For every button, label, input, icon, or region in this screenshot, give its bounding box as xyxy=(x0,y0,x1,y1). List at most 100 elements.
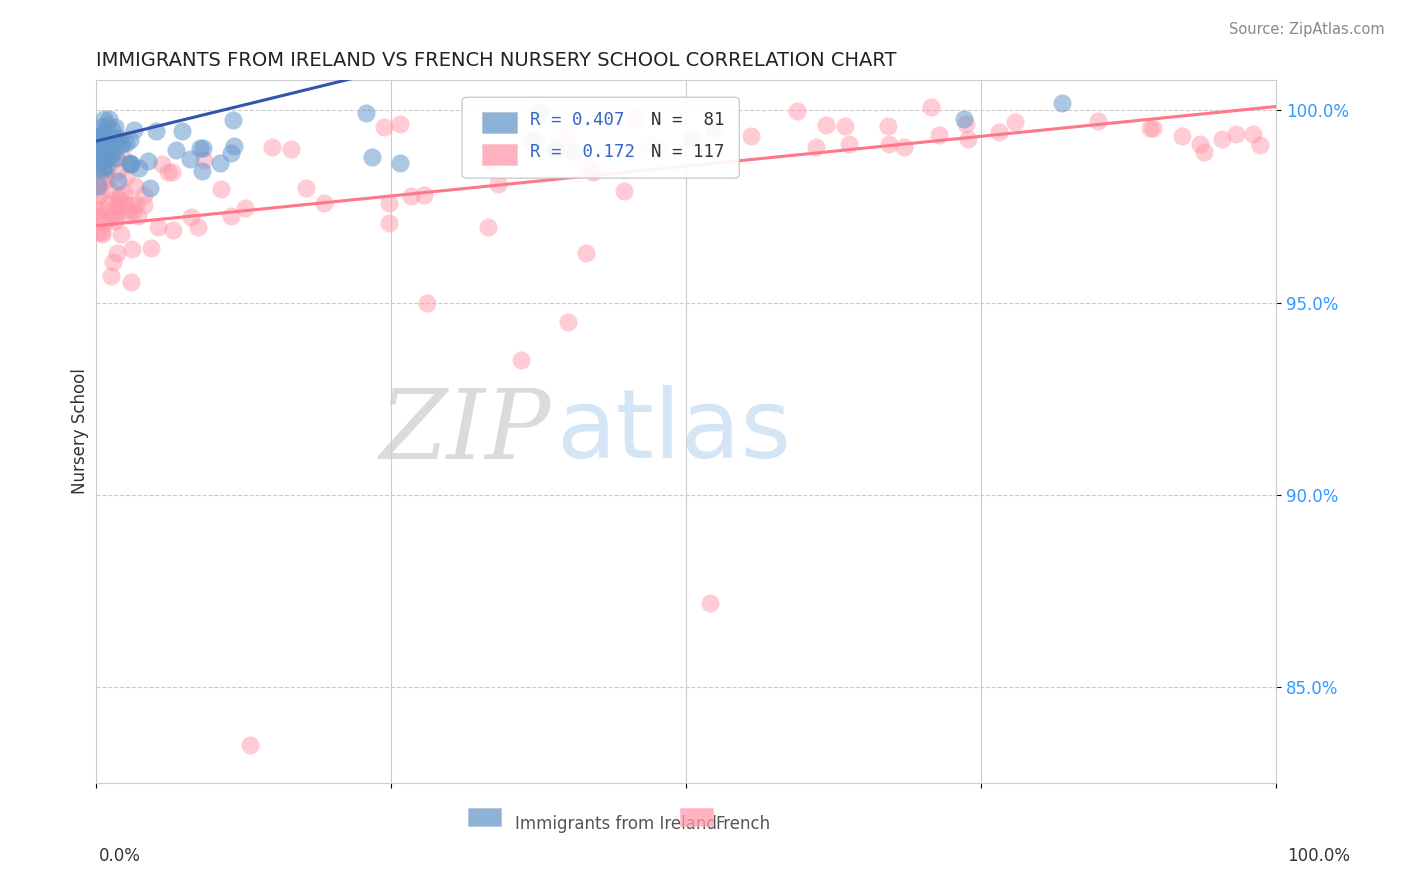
Point xyxy=(100,145,122,160)
Point xyxy=(100,211,122,226)
Point xyxy=(91,150,114,164)
Point xyxy=(97,172,120,186)
Point xyxy=(86,150,108,164)
Point xyxy=(740,129,762,144)
Point xyxy=(103,134,125,148)
Point xyxy=(280,143,302,157)
Point xyxy=(681,130,703,145)
Point xyxy=(125,196,148,211)
Text: R = 0.407: R = 0.407 xyxy=(530,112,624,129)
Point xyxy=(91,120,114,134)
Text: IMMIGRANTS FROM IRELAND VS FRENCH NURSERY SCHOOL CORRELATION CHART: IMMIGRANTS FROM IRELAND VS FRENCH NURSER… xyxy=(96,51,897,70)
Point xyxy=(93,215,115,229)
Point xyxy=(94,148,117,162)
Point xyxy=(613,184,636,198)
Point xyxy=(90,136,112,150)
Point xyxy=(378,196,401,211)
Point xyxy=(96,144,118,158)
Point xyxy=(524,132,547,146)
Point xyxy=(86,137,108,152)
Point xyxy=(191,164,214,178)
Point xyxy=(838,136,860,151)
Point xyxy=(94,160,117,174)
Point xyxy=(87,225,110,239)
Point xyxy=(97,159,120,173)
Point xyxy=(1142,121,1164,136)
Point xyxy=(221,145,243,160)
Point xyxy=(108,193,131,207)
Point xyxy=(786,104,808,119)
Point xyxy=(101,123,124,137)
Point xyxy=(108,137,131,152)
Point xyxy=(93,153,115,168)
Point xyxy=(1139,121,1161,136)
Point xyxy=(98,182,121,196)
Point xyxy=(97,197,120,211)
Text: atlas: atlas xyxy=(557,385,792,478)
Point xyxy=(1189,137,1212,152)
Point xyxy=(91,147,114,161)
Point xyxy=(91,225,114,239)
Point xyxy=(87,209,110,223)
Point xyxy=(555,130,578,145)
Point xyxy=(814,118,837,132)
Point xyxy=(957,131,980,145)
Point xyxy=(98,112,121,126)
Point xyxy=(557,315,579,329)
Point xyxy=(91,162,114,177)
Point xyxy=(104,120,127,135)
Text: ZIP: ZIP xyxy=(380,384,551,478)
Point xyxy=(91,227,114,241)
Point xyxy=(120,157,142,171)
Point xyxy=(953,112,976,127)
Point xyxy=(104,150,127,164)
Point xyxy=(112,186,135,201)
Point xyxy=(834,119,856,133)
Point xyxy=(1192,145,1215,159)
Point xyxy=(928,128,950,142)
Point xyxy=(107,191,129,205)
Point xyxy=(121,242,143,256)
Point xyxy=(94,129,117,144)
Point xyxy=(96,118,118,132)
Point xyxy=(388,117,411,131)
Text: French: French xyxy=(716,815,770,833)
Point xyxy=(295,181,318,195)
Point xyxy=(108,131,131,145)
Point xyxy=(239,738,262,752)
Point xyxy=(93,151,115,165)
Point xyxy=(105,245,128,260)
Point xyxy=(118,208,141,222)
Point xyxy=(388,156,411,170)
Point xyxy=(108,187,131,202)
Point xyxy=(104,214,127,228)
Point xyxy=(94,136,117,150)
Point xyxy=(582,165,605,179)
Point xyxy=(94,136,117,150)
Point xyxy=(524,103,547,118)
Point xyxy=(208,156,231,170)
Point xyxy=(86,144,108,158)
Point xyxy=(920,100,942,114)
Point xyxy=(648,142,671,156)
Text: 0.0%: 0.0% xyxy=(98,847,141,865)
Point xyxy=(132,187,155,202)
Point xyxy=(520,134,543,148)
Point xyxy=(637,137,659,152)
FancyBboxPatch shape xyxy=(468,808,501,826)
Point xyxy=(93,175,115,189)
Point xyxy=(477,220,499,235)
Point xyxy=(104,151,127,165)
Point xyxy=(91,150,114,164)
Point xyxy=(120,133,142,147)
Point xyxy=(148,220,170,235)
Point xyxy=(86,177,108,191)
Point xyxy=(101,255,124,269)
Point xyxy=(100,269,122,284)
Text: N =  81: N = 81 xyxy=(651,112,724,129)
Point xyxy=(104,200,127,214)
Point xyxy=(136,154,159,169)
Point xyxy=(160,165,183,179)
Point xyxy=(546,141,568,155)
Point xyxy=(128,161,150,176)
